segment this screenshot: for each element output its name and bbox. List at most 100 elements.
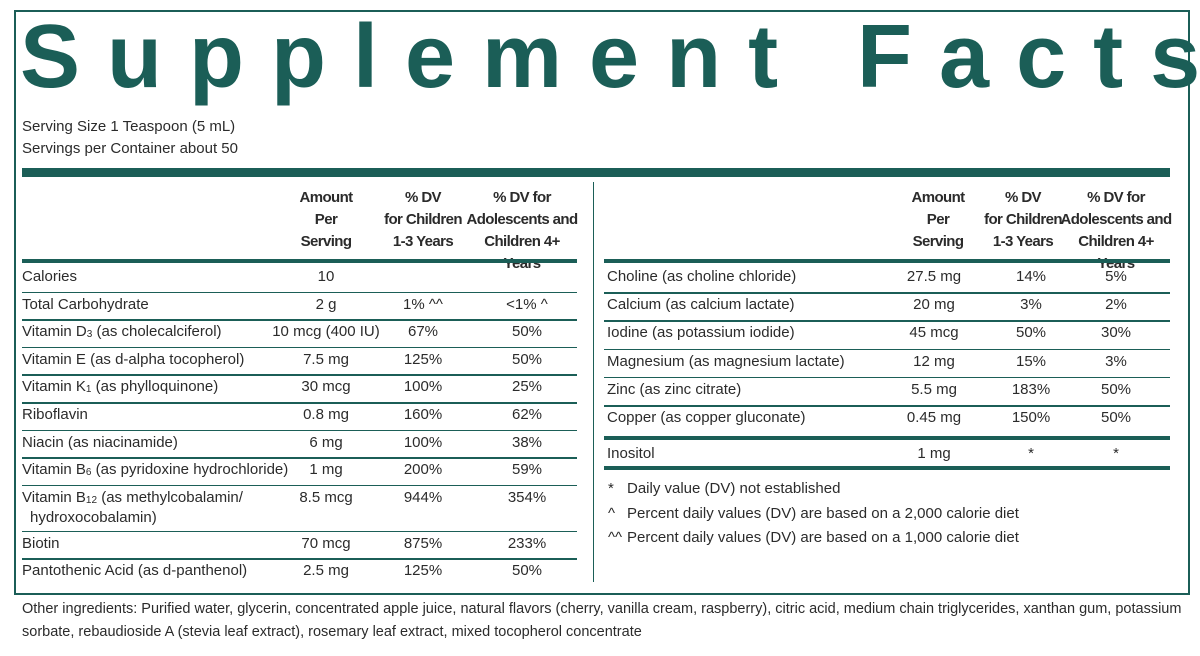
- amount-value: 2.5 mg: [303, 562, 349, 580]
- row-divider: [22, 402, 577, 404]
- dv-children-value: *: [1028, 445, 1034, 463]
- section-rule: [604, 436, 1170, 441]
- dv-children-value: 125%: [403, 350, 443, 368]
- nutrient-name: Zinc (as zinc citrate): [607, 380, 742, 398]
- dv-children-value: 944%: [403, 488, 443, 506]
- amount-value: 1 mg: [917, 445, 951, 463]
- amount-value: 6 mg: [309, 433, 343, 451]
- dv-children-value: 14%: [1015, 268, 1047, 285]
- amount-value: 45 mcg: [909, 324, 959, 342]
- header-rule: [22, 168, 1170, 177]
- dv-children-value: 200%: [403, 461, 443, 479]
- dv-children-value: 50%: [1015, 324, 1047, 342]
- dv-adolescents-value: 50%: [1100, 409, 1132, 426]
- dv-adolescents-value: 3%: [1105, 352, 1127, 370]
- nutrient-name: Inositol: [607, 445, 655, 463]
- dv-children-value: 1% ^^: [403, 295, 443, 313]
- dv-adolescents-value: 233%: [507, 534, 547, 552]
- dv-adolescents-value: *: [1113, 445, 1119, 463]
- dv-adolescents-value: <1% ^: [506, 295, 548, 313]
- nutrient-name: Vitamin B12 (as methylcobalamin/: [22, 488, 243, 506]
- dv-children-value: 15%: [1015, 352, 1047, 370]
- dv-adolescents-value: 59%: [511, 461, 543, 479]
- amount-value: 30 mcg: [301, 378, 351, 396]
- row-divider: [604, 320, 1170, 322]
- amount-value: 27.5 mg: [906, 268, 962, 285]
- nutrient-name: Niacin (as niacinamide): [22, 433, 178, 451]
- dv-children-value: 3%: [1020, 296, 1042, 314]
- dv-adolescents-value: 354%: [507, 488, 547, 506]
- nutrient-name: Magnesium (as magnesium lactate): [607, 352, 845, 370]
- dv-adolescents-value: 2%: [1105, 296, 1127, 314]
- nutrient-name: Biotin: [22, 534, 60, 552]
- dv-children-value: 183%: [1011, 380, 1051, 398]
- nutrient-name: Vitamin B6 (as pyridoxine hydrochloride): [22, 461, 289, 479]
- dv-adolescents-value: 50%: [511, 323, 543, 341]
- nutrient-name: Vitamin E (as d-alpha tocopherol): [22, 350, 245, 368]
- amount-value: 8.5 mcg: [299, 488, 353, 506]
- other-ingredients: Other ingredients: Purified water, glyce…: [22, 601, 1182, 640]
- footnote-text: Daily value (DV) not established: [627, 480, 841, 497]
- amount-value: 0.8 mg: [303, 406, 349, 423]
- dv-adolescents-value: 30%: [1100, 324, 1132, 342]
- amount-value: 10 mcg (400 IU): [272, 323, 380, 341]
- bottom-rule: [604, 466, 1170, 471]
- dv-adolescents-value: 50%: [511, 562, 543, 580]
- col-header-dv-adolescents-left: % DV for Adolescents and Children 4+ Years: [466, 189, 578, 272]
- nutrient-name: Vitamin K1 (as phylloquinone): [22, 378, 219, 396]
- nutrient-name: Pantothenic Acid (as d-panthenol): [22, 562, 248, 580]
- amount-value: 7.5 mg: [303, 350, 349, 368]
- dv-adolescents-value: 50%: [1100, 380, 1132, 398]
- row-divider: [22, 484, 577, 487]
- dv-children-value: 100%: [403, 433, 443, 451]
- nutrient-name-cont: hydroxocobalamin): [30, 508, 157, 526]
- panel-title: Supplement Facts: [20, 7, 1200, 107]
- row-divider: [22, 346, 577, 349]
- row-divider: [604, 348, 1170, 351]
- col-header-amount-left: Amount Per Serving: [299, 189, 353, 250]
- nutrient-name: Total Carbohydrate: [22, 295, 149, 313]
- dv-children-value: 160%: [403, 406, 443, 423]
- row-divider: [22, 457, 577, 459]
- row-divider: [22, 530, 577, 533]
- row-divider: [604, 405, 1170, 407]
- footnote-text: Percent daily values (DV) are based on a…: [627, 529, 1019, 546]
- col-header-dv-children-left: % DV for Children 1-3 Years: [384, 189, 462, 250]
- nutrient-name: Iodine (as potassium iodide): [607, 324, 795, 342]
- dv-children-value: 125%: [403, 562, 443, 580]
- amount-value: 5.5 mg: [911, 380, 957, 398]
- row-divider: [22, 291, 577, 294]
- row-divider: [22, 558, 577, 560]
- row-divider: [604, 292, 1170, 294]
- dv-adolescents-value: 38%: [511, 433, 543, 451]
- row-divider: [22, 319, 577, 321]
- dv-children-value: 67%: [407, 323, 439, 341]
- left-table-top-rule: [22, 259, 577, 263]
- amount-value: 10: [317, 268, 335, 285]
- nutrient-name: Vitamin D3 (as cholecalciferol): [22, 323, 222, 341]
- supplement-facts-panel: [14, 10, 1190, 595]
- row-divider: [604, 376, 1170, 379]
- servings-per-container: Servings per Container about 50: [22, 140, 238, 157]
- right-table-top-rule: [604, 259, 1170, 263]
- serving-size: Serving Size 1 Teaspoon (5 mL): [22, 118, 236, 135]
- dv-adolescents-value: 5%: [1105, 268, 1127, 285]
- row-divider: [22, 429, 577, 432]
- col-header-dv-children-right: % DV for Children 1-3 Years: [984, 189, 1062, 250]
- dv-adolescents-value: 62%: [511, 406, 543, 423]
- amount-value: 20 mg: [913, 296, 955, 314]
- amount-value: 12 mg: [913, 352, 955, 370]
- column-divider: [593, 182, 594, 582]
- nutrient-name: Copper (as copper gluconate): [607, 409, 806, 426]
- nutrient-name: Riboflavin: [22, 406, 88, 423]
- row-divider: [22, 374, 577, 376]
- nutrient-name: Calcium (as calcium lactate): [607, 296, 795, 314]
- amount-value: 0.45 mg: [906, 409, 962, 426]
- footnote-mark: *: [608, 480, 614, 497]
- amount-value: 1 mg: [309, 461, 343, 479]
- col-header-amount-right: Amount Per Serving: [911, 189, 965, 250]
- dv-adolescents-value: 25%: [511, 378, 543, 396]
- amount-value: 70 mcg: [301, 534, 351, 552]
- footnote-mark: ^: [608, 504, 616, 522]
- dv-children-value: 100%: [403, 378, 443, 396]
